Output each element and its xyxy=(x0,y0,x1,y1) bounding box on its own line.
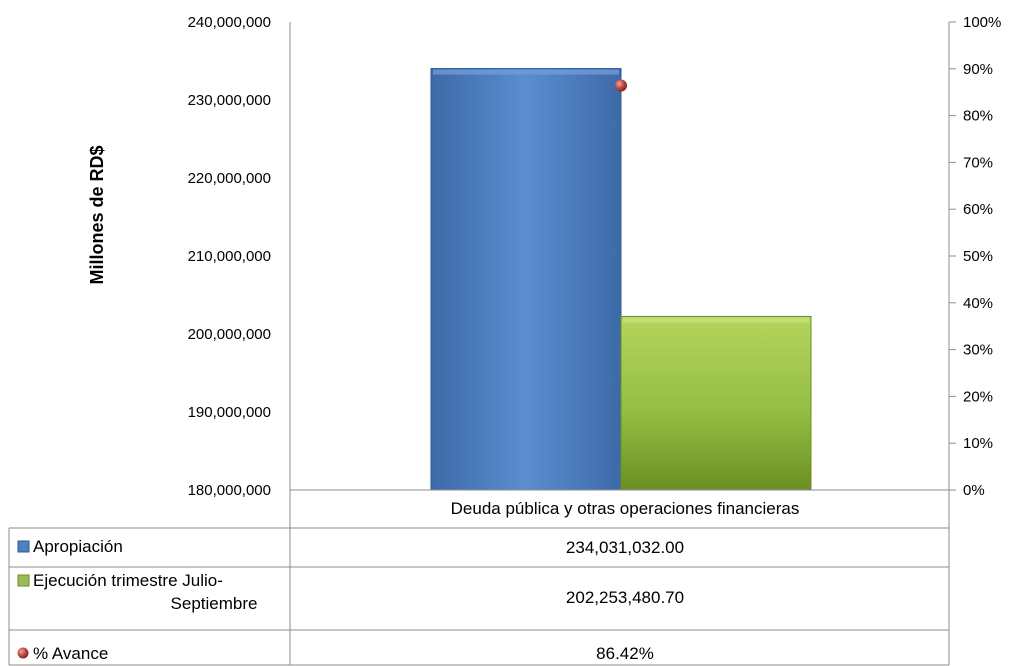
y-axis-label: Millones de RD$ xyxy=(87,145,107,284)
y-tick-label: 210,000,000 xyxy=(188,248,271,265)
secondary-y-tick-label: 60% xyxy=(963,201,993,218)
secondary-y-tick-label: 20% xyxy=(963,388,993,405)
secondary-y-tick-label: 0% xyxy=(963,482,985,499)
data-table: Deuda pública y otras operaciones financ… xyxy=(8,489,949,666)
secondary-y-tick-label: 80% xyxy=(963,108,993,125)
series-name-ejecucion-line2: Septiembre xyxy=(171,594,258,613)
bar-ejecucion-bevel xyxy=(623,317,809,323)
legend-key-apropiacion xyxy=(17,540,30,553)
y-tick-label: 240,000,000 xyxy=(188,14,271,31)
series-name-ejecucion-line1: Ejecución trimestre Julio- xyxy=(33,571,223,590)
category-label: Deuda pública y otras operaciones financ… xyxy=(451,499,800,518)
secondary-y-tick-label: 90% xyxy=(963,61,993,78)
bar-ejecucion xyxy=(620,315,812,491)
table-value-ejecucion: 202,253,480.70 xyxy=(566,588,684,607)
legend-key-ejecucion xyxy=(17,574,30,587)
legend-key-avance xyxy=(17,647,29,659)
y-tick-label: 200,000,000 xyxy=(188,326,271,343)
secondary-y-tick-label: 70% xyxy=(963,154,993,171)
secondary-y-tick-label: 40% xyxy=(963,295,993,312)
marker-avance xyxy=(615,79,627,92)
y-tick-label: 220,000,000 xyxy=(188,170,271,187)
secondary-y-tick-label: 100% xyxy=(963,14,1001,31)
secondary-y-tick-label: 50% xyxy=(963,248,993,265)
y-tick-label: 230,000,000 xyxy=(188,92,271,109)
bar-apropiacion-bevel xyxy=(433,69,619,75)
secondary-y-axis: 100% 90% 80% 70% 60% 50% 40% 30% 20% 10% 0% xyxy=(948,14,1001,665)
series-name-apropiacion: Apropiación xyxy=(33,537,123,556)
y-tick-label: 190,000,000 xyxy=(188,404,271,421)
bar-apropiacion xyxy=(430,68,622,491)
secondary-y-tick-label: 30% xyxy=(963,342,993,359)
y-axis: 240,000,000 230,000,000 220,000,000 210,000… xyxy=(188,14,291,665)
y-tick-label: 180,000,000 xyxy=(188,482,271,499)
bars xyxy=(430,68,812,491)
table-value-avance: 86.42% xyxy=(596,644,654,663)
series-name-avance: % Avance xyxy=(33,644,108,663)
table-value-apropiacion: 234,031,032.00 xyxy=(566,538,684,557)
secondary-y-tick-label: 10% xyxy=(963,435,993,452)
